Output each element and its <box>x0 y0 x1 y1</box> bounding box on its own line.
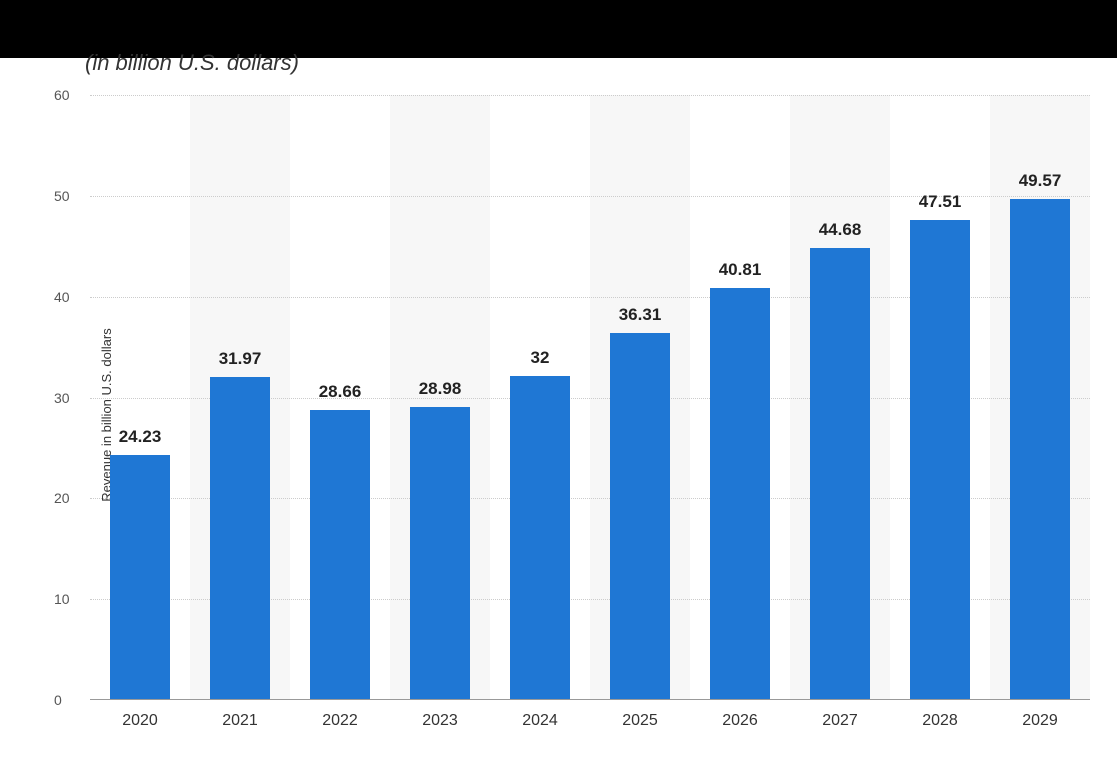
x-tick: 2029 <box>1022 712 1058 730</box>
chart-container: Revenue in billion U.S. dollars 01020304… <box>30 85 1100 745</box>
x-tick: 2024 <box>522 712 558 730</box>
bar <box>310 410 370 699</box>
x-tick: 2026 <box>722 712 758 730</box>
gridline <box>90 95 1090 96</box>
bar <box>210 377 270 699</box>
bar <box>910 220 970 699</box>
bar-value-label: 28.98 <box>419 379 462 399</box>
y-tick: 10 <box>54 591 70 607</box>
bar-value-label: 36.31 <box>619 305 662 325</box>
y-tick: 0 <box>54 692 62 708</box>
y-tick: 40 <box>54 289 70 305</box>
x-tick: 2023 <box>422 712 458 730</box>
bar-value-label: 32 <box>531 348 550 368</box>
bar-value-label: 49.57 <box>1019 171 1062 191</box>
bar-value-label: 47.51 <box>919 192 962 212</box>
bar-value-label: 24.23 <box>119 427 162 447</box>
chart-subtitle: (in billion U.S. dollars) <box>85 50 299 76</box>
bar <box>710 288 770 700</box>
bar <box>410 407 470 699</box>
y-tick: 20 <box>54 490 70 506</box>
bar-value-label: 44.68 <box>819 220 862 240</box>
bar-value-label: 31.97 <box>219 349 262 369</box>
y-tick: 50 <box>54 188 70 204</box>
x-tick: 2020 <box>122 712 158 730</box>
plot-area: 010203040506024.23202031.97202128.662022… <box>90 95 1090 700</box>
bar <box>110 455 170 699</box>
bar <box>1010 199 1070 699</box>
bar <box>510 376 570 699</box>
x-tick: 2021 <box>222 712 258 730</box>
y-tick: 30 <box>54 390 70 406</box>
x-tick: 2027 <box>822 712 858 730</box>
x-tick: 2025 <box>622 712 658 730</box>
x-tick: 2028 <box>922 712 958 730</box>
bar-value-label: 28.66 <box>319 382 362 402</box>
bar <box>610 333 670 699</box>
y-tick: 60 <box>54 87 70 103</box>
bar <box>810 248 870 699</box>
x-tick: 2022 <box>322 712 358 730</box>
bar-value-label: 40.81 <box>719 260 762 280</box>
